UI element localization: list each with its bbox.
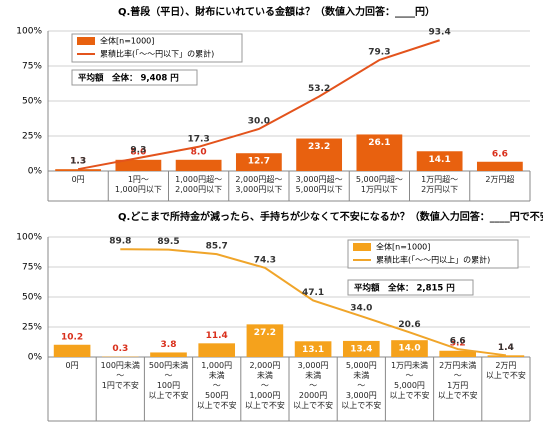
- y-tick-label: 100%: [16, 27, 42, 37]
- bar-value-label: 8.0: [191, 147, 207, 157]
- y-tick-label: 25%: [22, 132, 42, 142]
- bar-value-label: 13.1: [302, 345, 324, 355]
- x-tick-label: 0円: [71, 175, 85, 184]
- line-value-label: 6.6: [450, 337, 466, 347]
- annotation: 平均額 全体： 2,815 円: [354, 283, 455, 294]
- y-tick-label: 25%: [22, 323, 42, 333]
- line-value-label: 47.1: [302, 288, 324, 298]
- x-tick-label: 100円未満 ～ 1円で不安: [100, 361, 140, 390]
- line-value-label: 17.3: [188, 134, 210, 144]
- x-tick-label: 2万円超: [485, 175, 515, 184]
- bar-value-label: 3.8: [161, 340, 177, 350]
- legend-box: [347, 239, 519, 269]
- legend-swatch: [353, 243, 371, 251]
- line-value-label: 89.5: [157, 237, 179, 247]
- bar: [175, 159, 222, 171]
- x-tick-label: 5,000円 未満 ～ 3,000円 以上で不安: [341, 361, 382, 410]
- bar-value-label: 14.1: [429, 155, 451, 165]
- legend-label: 累積比率(「～～円以下」の累計): [100, 49, 214, 59]
- x-tick-label: 1,000円超～ 2,000円以下: [175, 175, 223, 194]
- x-tick-label: 3,000円 未満 ～ 2000円 以上で不安: [293, 361, 334, 410]
- bar-value-label: 23.2: [308, 142, 330, 152]
- bar: [356, 134, 403, 171]
- line-value-label: 1.3: [70, 157, 86, 167]
- line-value-label: 79.3: [368, 47, 390, 57]
- chart-title: Q.普段（平日）、財布にいれている金額は？（数値入力回答：____円）: [118, 5, 435, 18]
- x-tick-label: 2,000円 未満 ～ 1,000円 以上で不安: [244, 361, 285, 410]
- annotation: 平均額 全体： 9,408 円: [78, 73, 179, 84]
- bar: [296, 138, 343, 171]
- line-value-label: 20.6: [398, 320, 420, 330]
- bar-value-label: 13.4: [350, 344, 372, 354]
- bar: [342, 340, 380, 357]
- bar: [416, 151, 463, 171]
- bar-value-label: 10.2: [61, 332, 83, 342]
- bar: [439, 350, 477, 357]
- legend-label: 全体[n=1000]: [376, 242, 430, 252]
- y-tick-label: 50%: [22, 293, 42, 303]
- bar-value-label: 1.3: [70, 157, 86, 167]
- bar-value-label: 26.1: [368, 138, 390, 148]
- line-value-label: 53.2: [308, 84, 330, 94]
- bar: [391, 340, 428, 357]
- bar: [53, 344, 91, 357]
- y-tick-label: 0%: [28, 167, 43, 177]
- line-value-label: 9.3: [130, 145, 146, 155]
- x-tick-label: 1円～ 1,000円以下: [114, 175, 162, 194]
- x-tick-label: 500円未満 ～ 100円 以上で不安: [148, 361, 189, 400]
- line-value-label: 1.4: [498, 343, 514, 353]
- y-tick-label: 100%: [16, 233, 42, 243]
- line-value-label: 89.8: [109, 237, 131, 247]
- legend-label: 全体[n=1000]: [100, 36, 154, 46]
- line-value-label: 74.3: [254, 255, 276, 265]
- line-value-label: 30.0: [248, 117, 270, 127]
- bar: [235, 153, 282, 171]
- legend-label: 累積比率(「～～円以上」の累計): [376, 255, 490, 265]
- bar-value-label: 1.4: [498, 343, 514, 353]
- bar-value-label: 14.0: [398, 344, 420, 354]
- y-tick-label: 0%: [28, 353, 43, 363]
- line-value-label: 93.4: [429, 28, 451, 38]
- bar-value-label: 8.0: [130, 147, 146, 157]
- bar: [55, 169, 102, 171]
- y-tick-label: 50%: [22, 97, 42, 107]
- annotation-box: [71, 69, 198, 86]
- bar: [115, 159, 162, 171]
- bar: [487, 355, 525, 357]
- x-tick-label: 5,000円超～ 1万円以下: [355, 175, 403, 194]
- bar-value-label: 11.4: [206, 331, 228, 341]
- cumulative-line: [120, 248, 507, 357]
- annotation-box: [347, 279, 474, 296]
- y-tick-label: 75%: [22, 263, 42, 273]
- x-tick-label: 1,000円 未満 ～ 500円 以上で不安: [196, 361, 237, 410]
- bar: [476, 161, 523, 171]
- bar-value-label: 12.7: [248, 157, 270, 167]
- x-tick-label: 2万円 以上で不安: [485, 361, 526, 380]
- bar-value-label: 27.2: [254, 328, 276, 338]
- x-tick-label: 1万円超～ 2万円以下: [421, 175, 459, 194]
- x-tick-label: 3,000円超～ 5,000円以下: [295, 175, 343, 194]
- cumulative-line: [77, 39, 440, 171]
- bar-value-label: 0.3: [112, 344, 128, 354]
- bar: [150, 352, 187, 357]
- bar-value-label: 6.6: [492, 149, 508, 159]
- y-tick-label: 75%: [22, 62, 42, 72]
- x-tick-label: 1万円未満 ～ 5,000円 以上で不安: [389, 361, 430, 400]
- line-value-label: 34.0: [350, 304, 372, 314]
- bar-value-label: 5.2: [450, 338, 466, 348]
- legend-swatch: [77, 37, 95, 45]
- line-value-label: 85.7: [206, 242, 228, 252]
- legend-box: [71, 33, 243, 63]
- x-tick-label: 2万円未満 ～ 1万円 以上で不安: [437, 361, 478, 400]
- bar: [246, 324, 284, 357]
- x-tick-label: 2,000円超～ 3,000円以下: [235, 175, 283, 194]
- bar: [294, 341, 332, 357]
- chart-title: Q.どこまで所持金が減ったら、手持ちが少なくて不安になるか？（数値入力回答：__…: [118, 210, 543, 223]
- x-tick-label: 0円: [65, 361, 79, 370]
- bar: [198, 343, 236, 357]
